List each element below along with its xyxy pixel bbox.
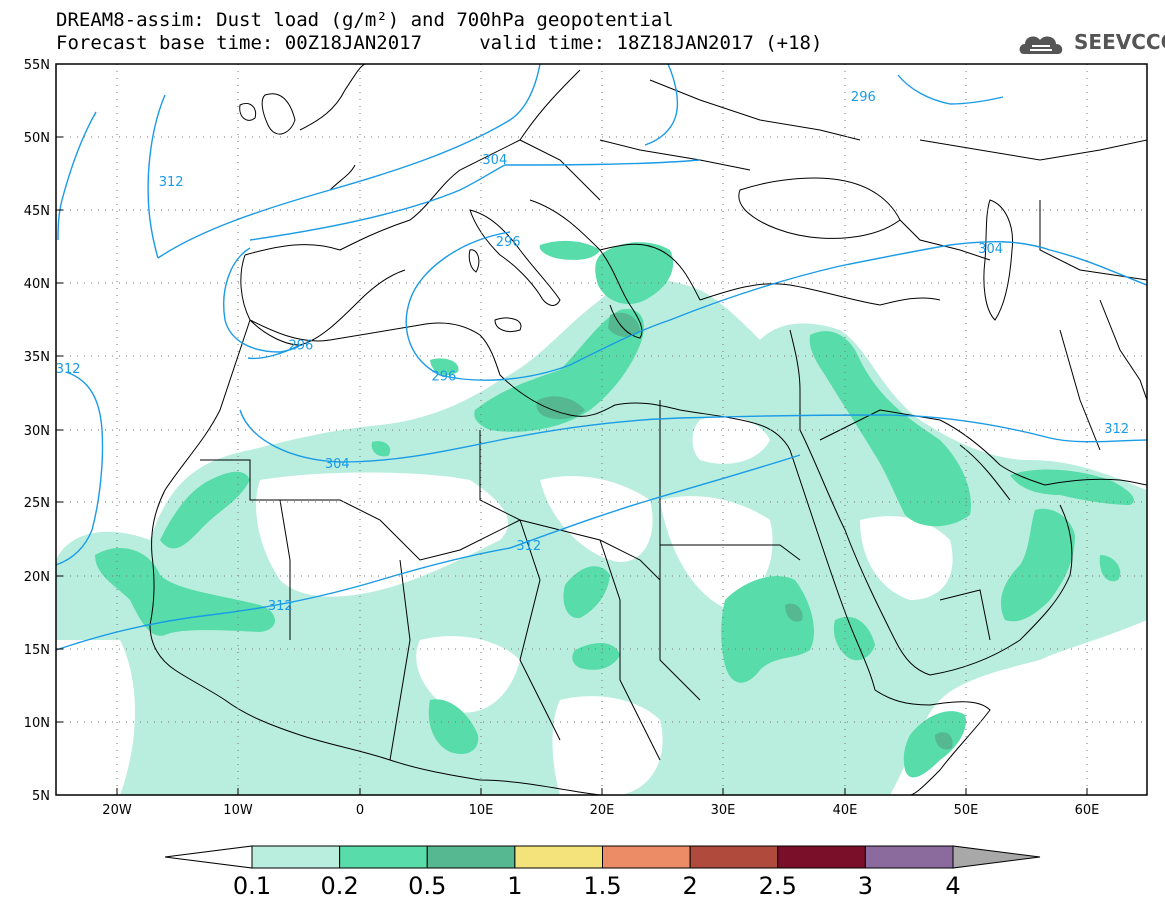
colorbar-swatch [864, 845, 954, 869]
colorbar-label: 0.2 [320, 872, 359, 900]
lat-label: 5N [32, 789, 50, 804]
lon-label: 40E [833, 803, 858, 818]
colorbar-label: 3 [857, 872, 874, 900]
colorbar-swatch [602, 845, 691, 869]
lat-label: 45N [24, 204, 50, 219]
colorbar-label: 1.5 [583, 872, 622, 900]
lat-label: 50N [24, 131, 50, 146]
contour-label: 296 [288, 339, 313, 354]
lat-label: 10N [24, 716, 50, 731]
lat-label: 35N [24, 350, 50, 365]
contour-label: 296 [851, 90, 876, 105]
colorbar-swatch [251, 845, 341, 869]
axis-ticks [56, 63, 1088, 796]
colorbar-label: 0.1 [232, 872, 272, 900]
lon-label: 0 [356, 803, 364, 818]
colorbar-swatch [514, 845, 603, 869]
lon-label: 30E [711, 803, 736, 818]
colorbar-swatch [777, 845, 866, 869]
colorbar-swatch [339, 845, 428, 869]
lon-label: 20E [590, 803, 615, 818]
lat-label: 40N [24, 277, 50, 292]
contour-label: 304 [978, 242, 1003, 257]
contour-label: 312 [268, 599, 293, 614]
contour-label: 312 [516, 539, 541, 554]
lat-label: 55N [24, 58, 50, 73]
contour-label: 304 [482, 153, 507, 168]
cloud-logo-icon [1019, 36, 1063, 54]
colorbar-label: 2.5 [758, 872, 797, 900]
colorbar-label: 4 [945, 872, 961, 900]
colorbar-swatch [426, 845, 516, 869]
lat-label: 30N [24, 424, 50, 439]
geopotential-contours [56, 64, 1147, 651]
lat-label: 20N [24, 570, 50, 585]
lat-labels: 55N 50N 45N 40N 35N 30N 25N 20N 15N 10N … [24, 58, 50, 804]
contour-label: 304 [325, 457, 350, 472]
contour-label: 312 [159, 175, 184, 190]
lon-label: 20W [102, 803, 132, 818]
contour-label: 312 [1104, 422, 1129, 437]
lon-label: 60E [1075, 803, 1100, 818]
lon-label: 50E [954, 803, 979, 818]
lat-label: 15N [24, 643, 50, 658]
colorbar [164, 845, 1041, 869]
dust-shading [56, 240, 1147, 795]
contour-label: 312 [56, 362, 81, 377]
lon-label: 10E [469, 803, 494, 818]
colorbar-swatch [689, 845, 779, 869]
map-subtitle: Forecast base time: 00Z18JAN2017 valid t… [56, 32, 823, 54]
lat-lon-grid [56, 64, 1147, 795]
logo-text: SEEVCCC [1074, 30, 1165, 54]
lat-label: 25N [24, 496, 50, 511]
contour-labels: 312 304 296 296 304 296 312 296 304 312 312 312 [56, 90, 1129, 614]
lon-labels: 20W 10W 0 10E 20E 30E 40E 50E 60E [102, 803, 1099, 818]
colorbar-low-arrow [164, 845, 253, 869]
colorbar-label: 0.5 [408, 872, 447, 900]
contour-label: 296 [496, 235, 521, 250]
map-title: DREAM8-assim: Dust load (g/m²) and 700hP… [56, 9, 674, 31]
colorbar-label: 1 [507, 872, 523, 900]
lon-label: 10W [223, 803, 253, 818]
colorbar-label: 2 [682, 872, 698, 900]
coastlines [149, 64, 1147, 795]
colorbar-high-arrow [952, 845, 1041, 869]
contour-label: 296 [431, 369, 456, 384]
